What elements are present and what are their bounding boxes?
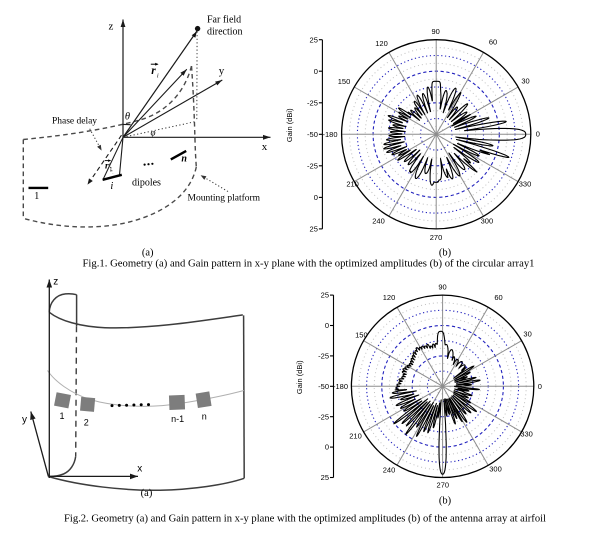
svg-text:n-1: n-1	[171, 414, 184, 424]
svg-text:240: 240	[383, 466, 396, 475]
svg-text:direction: direction	[207, 27, 243, 38]
svg-text:dipoles: dipoles	[132, 178, 161, 189]
svg-text:-50: -50	[307, 130, 318, 139]
svg-text:240: 240	[372, 216, 385, 225]
svg-text:0: 0	[538, 382, 542, 391]
svg-text:150: 150	[338, 77, 351, 86]
svg-text:y: y	[22, 415, 27, 426]
svg-text:60: 60	[494, 293, 502, 302]
svg-text:270: 270	[430, 233, 443, 242]
svg-text:x: x	[137, 464, 142, 475]
svg-text:Gain (dBi): Gain (dBi)	[295, 360, 304, 394]
svg-text:i: i	[110, 168, 112, 174]
svg-text:y: y	[219, 65, 225, 77]
svg-text:n: n	[181, 154, 187, 165]
svg-text:(b): (b)	[439, 496, 452, 507]
svg-text:(a): (a)	[142, 248, 154, 259]
svg-text:r: r	[151, 65, 156, 77]
svg-text:30: 30	[523, 329, 531, 338]
svg-text:r: r	[105, 162, 109, 172]
svg-text:270: 270	[437, 481, 450, 490]
svg-text:330: 330	[520, 430, 533, 439]
svg-text:-25: -25	[318, 352, 329, 361]
svg-text:25: 25	[310, 35, 318, 44]
svg-text:1: 1	[59, 411, 64, 421]
svg-text:300: 300	[489, 464, 502, 473]
svg-text:0: 0	[325, 443, 329, 452]
svg-text:30: 30	[521, 77, 529, 86]
svg-text:150: 150	[355, 330, 368, 339]
svg-text:300: 300	[481, 217, 494, 226]
svg-text:0: 0	[314, 193, 318, 202]
svg-text:z: z	[53, 277, 58, 288]
svg-text:(b): (b)	[439, 248, 452, 259]
svg-text:-180: -180	[322, 130, 337, 139]
svg-text:25: 25	[321, 473, 329, 482]
svg-text:0: 0	[536, 130, 540, 139]
svg-text:330: 330	[519, 180, 532, 189]
svg-text:θ: θ	[125, 112, 130, 123]
svg-text:-25: -25	[318, 412, 329, 421]
svg-text:φ: φ	[151, 128, 156, 138]
svg-text:-180: -180	[333, 382, 348, 391]
svg-text:Far field: Far field	[207, 15, 241, 26]
svg-text:120: 120	[383, 293, 396, 302]
svg-text:210: 210	[349, 431, 362, 440]
svg-text:120: 120	[375, 39, 388, 48]
svg-text:60: 60	[489, 38, 497, 47]
svg-text:0: 0	[314, 67, 318, 76]
svg-text:-50: -50	[318, 382, 329, 391]
svg-text:Mounting platform: Mounting platform	[188, 192, 261, 203]
svg-text:i: i	[110, 181, 113, 192]
svg-text:n: n	[202, 412, 207, 422]
svg-text:z: z	[109, 21, 114, 33]
svg-text:Phase delay: Phase delay	[52, 117, 97, 127]
svg-text:90: 90	[432, 27, 440, 36]
svg-text:-25: -25	[307, 161, 318, 170]
svg-text:Fig.1. Geometry (a) and Gain p: Fig.1. Geometry (a) and Gain pattern in …	[83, 259, 535, 270]
svg-text:25: 25	[310, 225, 318, 234]
svg-text:-25: -25	[307, 98, 318, 107]
svg-text:25: 25	[321, 291, 329, 300]
svg-text:1: 1	[34, 191, 39, 202]
svg-text:x: x	[262, 141, 268, 153]
svg-text:i: i	[157, 73, 159, 80]
svg-text:2: 2	[84, 417, 89, 427]
svg-text:(a): (a)	[141, 488, 153, 499]
svg-text:0: 0	[325, 321, 329, 330]
svg-text:Gain (dBi): Gain (dBi)	[285, 108, 294, 142]
svg-text:Fig.2. Geometry (a) and Gain p: Fig.2. Geometry (a) and Gain pattern in …	[64, 514, 546, 525]
svg-text:90: 90	[438, 283, 446, 292]
svg-text:210: 210	[346, 180, 359, 189]
